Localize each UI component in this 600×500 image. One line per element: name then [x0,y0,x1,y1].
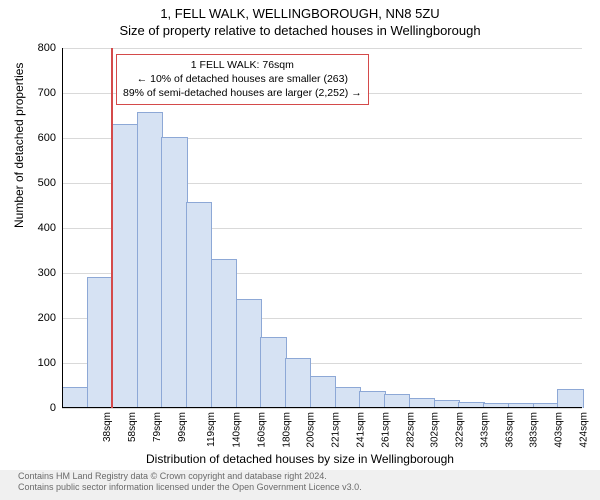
xtick-label: 200sqm [306,412,317,448]
histogram-bar [310,376,336,409]
xtick-label: 261sqm [380,412,391,448]
histogram-bar [359,391,385,408]
annotation-box: 1 FELL WALK: 76sqm← 10% of detached hous… [116,54,369,105]
grid-line [62,48,582,49]
histogram-bar [557,389,583,408]
ytick-label: 700 [26,87,56,99]
ytick-label: 400 [26,222,56,234]
histogram-bar [161,137,187,408]
xtick-label: 363sqm [504,412,515,448]
chart-container: 1, FELL WALK, WELLINGBOROUGH, NN8 5ZU Si… [0,0,600,500]
ytick-label: 100 [26,357,56,369]
ytick-label: 200 [26,312,56,324]
xtick-label: 383sqm [529,412,540,448]
chart-title-line1: 1, FELL WALK, WELLINGBOROUGH, NN8 5ZU [0,0,600,21]
annotation-line2: ← 10% of detached houses are smaller (26… [123,72,362,86]
ytick-label: 600 [26,132,56,144]
xtick-label: 79sqm [152,412,163,442]
footer-text: Contains HM Land Registry data © Crown c… [18,471,362,494]
histogram-bar [236,299,262,408]
footer-line2: Contains public sector information licen… [18,482,362,494]
grid-line [62,408,582,409]
xtick-label: 322sqm [455,412,466,448]
xtick-label: 282sqm [405,412,416,448]
chart-title-line2: Size of property relative to detached ho… [0,21,600,38]
histogram-bar [112,124,138,409]
xtick-label: 403sqm [554,412,565,448]
xtick-label: 119sqm [206,412,217,447]
histogram-bar [87,277,113,409]
xtick-label: 424sqm [578,412,589,448]
xtick-label: 180sqm [281,412,292,448]
histogram-bar [211,259,237,409]
ytick-label: 300 [26,267,56,279]
xtick-label: 343sqm [479,412,490,448]
footer-line1: Contains HM Land Registry data © Crown c… [18,471,362,483]
ytick-label: 800 [26,42,56,54]
xtick-label: 160sqm [257,412,268,448]
xtick-label: 38sqm [102,412,113,442]
xtick-label: 241sqm [356,412,367,448]
x-axis [62,407,582,408]
histogram-bar [186,202,212,408]
histogram-bar [384,394,410,408]
plot-area: 010020030040050060070080038sqm58sqm79sqm… [62,48,582,408]
histogram-bar [260,337,286,408]
annotation-line1: 1 FELL WALK: 76sqm [123,58,362,72]
y-axis [62,48,63,408]
ytick-label: 0 [26,402,56,414]
histogram-bar [285,358,311,409]
y-axis-label: Number of detached properties [12,63,26,228]
property-marker-line [111,48,113,408]
xtick-label: 99sqm [177,412,188,442]
xtick-label: 58sqm [127,412,138,442]
histogram-bar [137,112,163,408]
histogram-bar [62,387,88,408]
xtick-label: 221sqm [331,412,342,448]
ytick-label: 500 [26,177,56,189]
histogram-bar [335,387,361,408]
annotation-line3: 89% of semi-detached houses are larger (… [123,86,362,100]
x-axis-label: Distribution of detached houses by size … [0,452,600,466]
xtick-label: 140sqm [232,412,243,448]
xtick-label: 302sqm [430,412,441,448]
